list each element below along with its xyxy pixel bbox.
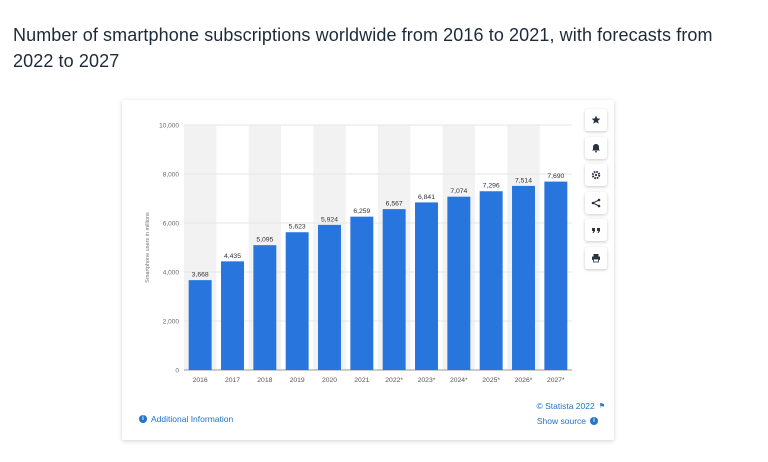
x-tick-label: 2020 [322, 377, 337, 384]
printer-icon [591, 253, 601, 263]
bar [479, 191, 503, 370]
x-tick-label: 2024* [450, 377, 468, 384]
y-tick-label: 2,000 [163, 319, 180, 326]
bar [544, 181, 568, 370]
info-icon: i [590, 417, 598, 425]
bar [415, 202, 438, 370]
bar-value-label: 4,435 [224, 253, 241, 260]
bar-value-label: 7,074 [450, 188, 467, 195]
x-tick-label: 2026* [515, 377, 533, 384]
chart-toolbar [585, 109, 607, 274]
bar [447, 196, 471, 370]
bar-value-label: 6,259 [353, 208, 370, 215]
x-tick-label: 2027* [547, 377, 565, 384]
bar-value-label: 3,668 [192, 272, 209, 279]
quote-icon [591, 225, 601, 235]
additional-information-label: Additional Information [151, 414, 234, 424]
bar-value-label: 7,296 [483, 183, 500, 190]
notification-button[interactable] [585, 136, 607, 159]
x-tick-label: 2023* [418, 377, 436, 384]
gear-icon [591, 170, 601, 180]
chart-card: 0 2,000 4,000 6,000 8,000 10,000 Smartphone us… [122, 100, 614, 440]
bar [285, 232, 309, 370]
bar [350, 216, 374, 370]
x-tick-label: 2017 [225, 377, 240, 384]
x-tick-label: 2025* [482, 377, 500, 384]
bar-value-label: 5,623 [289, 224, 306, 231]
copyright-label: © Statista 2022 [536, 401, 595, 411]
x-tick-label: 2019 [290, 377, 305, 384]
bell-icon [591, 143, 601, 153]
bar [318, 224, 341, 370]
y-tick-label: 8,000 [163, 172, 180, 179]
favorite-button[interactable] [585, 109, 607, 131]
bar [253, 245, 277, 370]
show-source-link[interactable]: Show source i [537, 416, 602, 426]
bar [512, 185, 535, 370]
settings-button[interactable] [585, 164, 607, 186]
x-tick-label: 2016 [193, 377, 208, 384]
page-title: Number of smartphone subscriptions world… [13, 25, 713, 71]
show-source-label: Show source [536, 416, 586, 426]
print-button[interactable] [585, 246, 607, 269]
info-icon: i [139, 415, 147, 423]
statista-copyright: © Statista 2022 ⚑ [536, 401, 605, 411]
y-tick-label: 4,000 [163, 270, 180, 277]
y-tick-label: 6,000 [163, 221, 180, 228]
bar [221, 261, 244, 370]
share-icon [591, 198, 601, 208]
y-axis-title: Smartphone users in millions [145, 212, 151, 283]
additional-information-link[interactable]: i Additional Information [135, 414, 233, 424]
bar-value-label: 5,095 [256, 237, 273, 244]
bar-value-label: 7,690 [547, 173, 564, 180]
bar-value-label: 7,514 [515, 177, 532, 184]
x-tick-label: 2018 [257, 377, 272, 384]
star-icon [591, 115, 601, 125]
cite-button[interactable] [585, 219, 607, 241]
share-button[interactable] [585, 191, 607, 214]
bar [382, 209, 406, 370]
bar-chart: 0 2,000 4,000 6,000 8,000 10,000 Smartphone us… [145, 123, 572, 384]
bar-value-label: 6,567 [386, 201, 403, 208]
x-tick-label: 2022* [385, 377, 403, 384]
flag-icon: ⚑ [598, 403, 605, 410]
bar [188, 280, 212, 370]
y-tick-label: 0 [175, 368, 179, 375]
y-tick-label: 10,000 [159, 123, 179, 130]
x-tick-label: 2021 [354, 377, 369, 384]
bar-value-label: 5,924 [321, 216, 338, 223]
bar-value-label: 6,841 [418, 194, 435, 201]
